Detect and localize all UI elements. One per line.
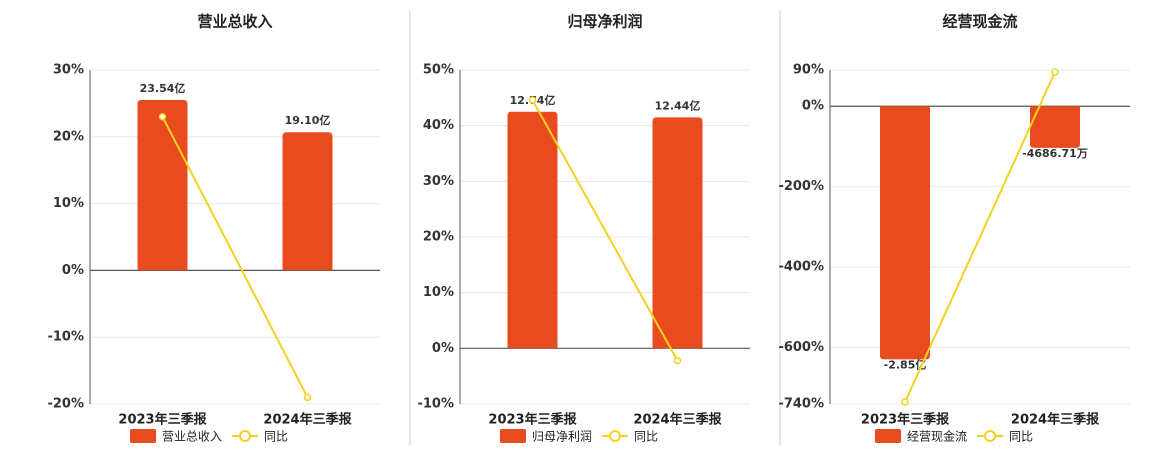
y-tick-label: 10% [53, 196, 84, 211]
legend-swatch [875, 429, 901, 443]
y-tick-label: -10% [47, 330, 84, 345]
bar [652, 117, 703, 349]
line-point [303, 393, 312, 402]
y-tick-label: 20% [423, 230, 454, 245]
y-tick-label: 0% [802, 99, 824, 114]
y-tick-label: 90% [793, 63, 824, 78]
y-tick-label: -20% [47, 397, 84, 412]
x-tick-label: 2024年三季报 [263, 412, 352, 428]
bar [880, 106, 930, 360]
line-point [901, 398, 909, 406]
chart-title: 经营现金流 [942, 13, 1017, 31]
value-label: -4686.71万 [1022, 147, 1088, 160]
x-tick-label: 2023年三季报 [118, 412, 207, 428]
value-label: 23.54亿 [140, 81, 186, 95]
legend-swatch [500, 429, 526, 443]
line-point [673, 356, 682, 365]
y-tick-label: 30% [423, 174, 454, 189]
legend-label: 同比 [264, 430, 288, 444]
y-tick-label: 20% [53, 129, 84, 144]
y-tick-label: -200% [778, 179, 824, 194]
y-tick-label: -600% [778, 340, 824, 355]
y-tick-label: -10% [417, 397, 454, 412]
legend-label: 同比 [634, 430, 658, 444]
line-point [158, 113, 167, 121]
legend-swatch [984, 430, 997, 442]
legend-swatch [130, 429, 156, 443]
value-label: 19.10亿 [285, 113, 331, 127]
line [904, 71, 1056, 403]
value-label: -2.85亿 [884, 357, 927, 371]
y-tick-label: 10% [423, 285, 454, 300]
y-tick-label: 40% [423, 118, 454, 133]
x-tick-label: 2023年三季报 [861, 412, 950, 428]
legend-label: 归母净利润 [532, 430, 592, 444]
line [161, 116, 309, 398]
bar [507, 111, 558, 349]
y-tick-label: 30% [53, 63, 84, 78]
chart-title: 归母净利润 [567, 13, 642, 31]
line-point [528, 96, 537, 104]
y-tick-label: 0% [432, 341, 454, 356]
y-tick-label: -400% [778, 260, 824, 275]
line-point [1051, 68, 1059, 76]
legend-label: 同比 [1009, 430, 1033, 444]
legend-label: 经营现金流 [907, 429, 967, 444]
y-tick-label: 0% [62, 263, 84, 278]
legend-swatch [239, 430, 252, 442]
bar [137, 100, 188, 271]
y-tick-label: -740% [778, 397, 824, 412]
y-tick-label: 50% [423, 63, 454, 78]
chart-title: 营业总收入 [197, 13, 272, 31]
bar [282, 132, 333, 271]
legend-swatch [609, 430, 622, 442]
value-label: 12.44亿 [655, 98, 701, 112]
x-tick-label: 2024年三季报 [1011, 412, 1100, 428]
x-tick-label: 2024年三季报 [633, 412, 722, 428]
legend-label: 营业总收入 [162, 430, 222, 444]
line [531, 99, 679, 362]
bar [1030, 106, 1080, 148]
x-tick-label: 2023年三季报 [488, 412, 577, 428]
